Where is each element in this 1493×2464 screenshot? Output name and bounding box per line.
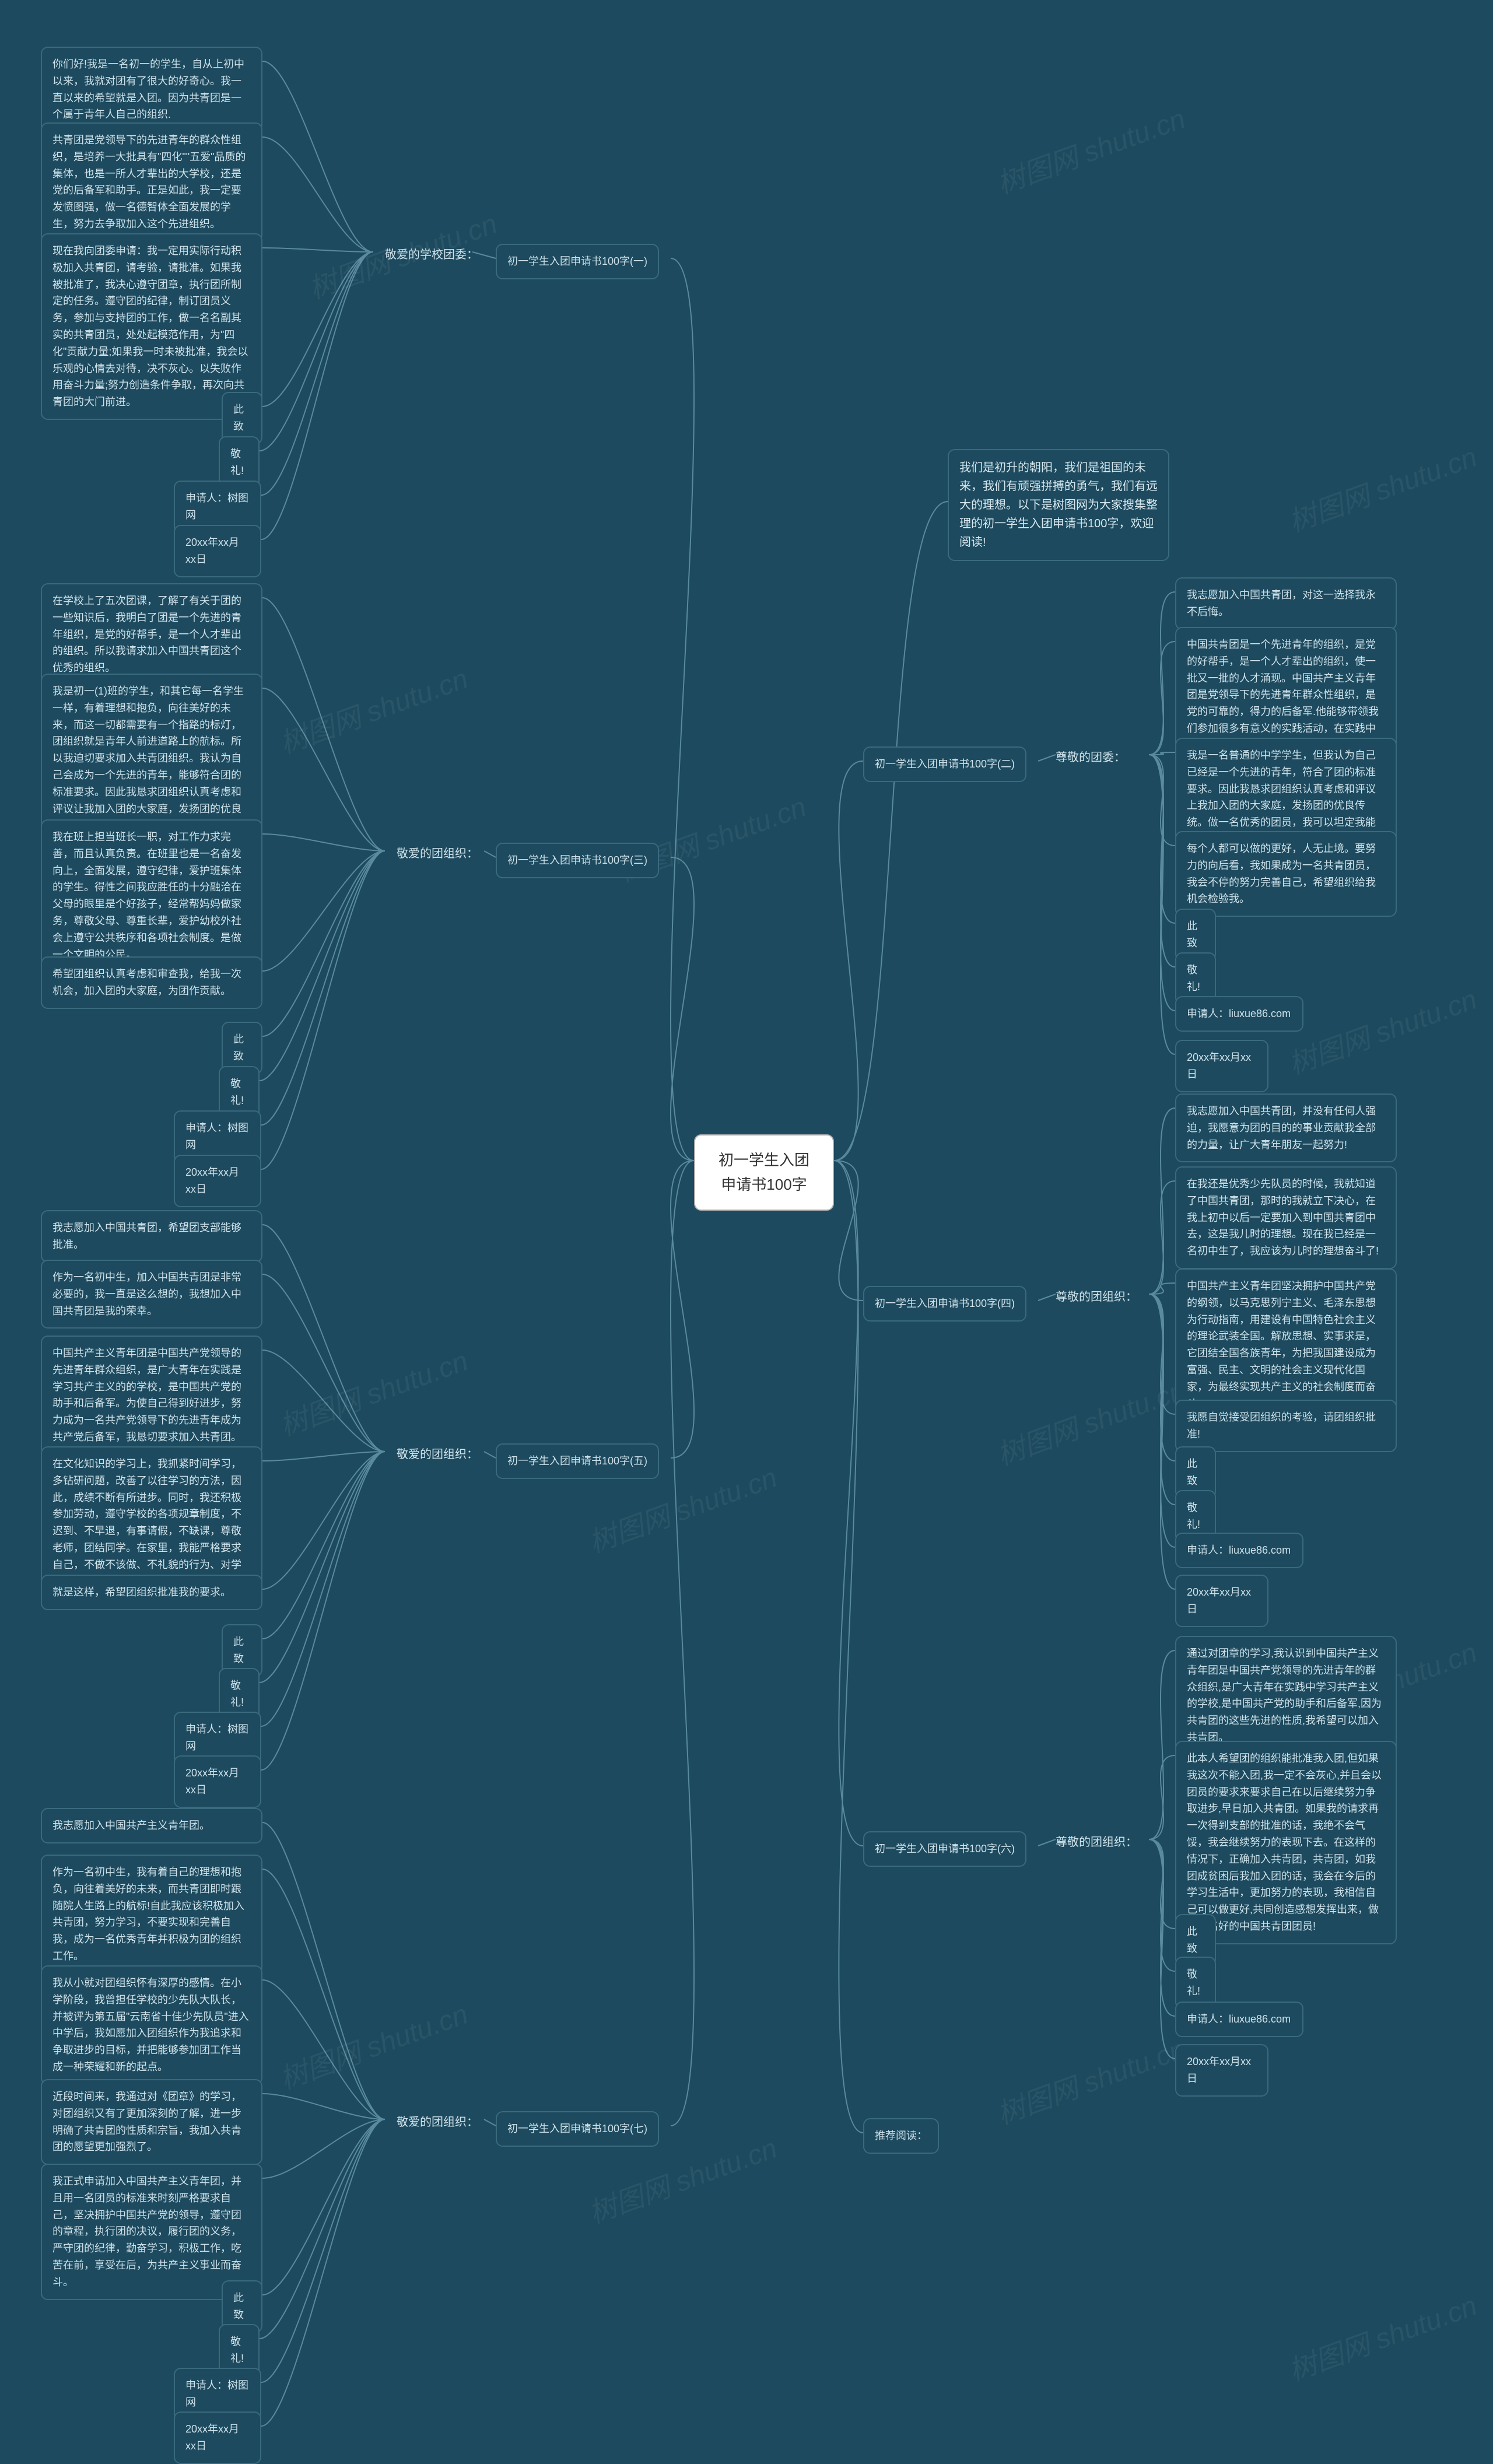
watermark: 树图网 shutu.cn: [273, 1338, 472, 1444]
leaf-b7-8: 20xx年xx月xx日: [174, 2412, 261, 2464]
branch-label-b5: 敬爱的团组织：: [397, 1445, 478, 1461]
leaf-b5-8: 20xx年xx月xx日: [174, 1755, 261, 1808]
leaf-b5-2: 中国共产主义青年团是中国共产党领导的先进青年群众组织，是广大青年在实践是学习共产…: [41, 1336, 262, 1455]
branch-title-b3: 初一学生入团申请书100字(三): [496, 843, 659, 878]
branch-label-b3: 敬爱的团组织：: [397, 844, 478, 861]
leaf-b4-6: 申请人：liuxue86.com: [1175, 1533, 1303, 1568]
leaf-b1-6: 20xx年xx月xx日: [174, 525, 261, 577]
leaf-b5-4: 就是这样，希望团组织批准我的要求。: [41, 1575, 262, 1610]
leaf-b5-1: 作为一名初中生，加入中国共青团是非常必要的，我一直是这么想的，我想加入中国共青团…: [41, 1260, 262, 1329]
branch-label-b6: 尊敬的团组织：: [1056, 1832, 1137, 1849]
branch-title-b7: 初一学生入团申请书100字(七): [496, 2111, 659, 2147]
branch-title-b6: 初一学生入团申请书100字(六): [863, 1831, 1026, 1867]
leaf-b5-0: 我志愿加入中国共青团，希望团支部能够批准。: [41, 1210, 262, 1263]
leaf-b7-4: 我正式申请加入中国共产主义青年团，并且用一名团员的标准来时刻严格要求自己，坚决拥…: [41, 2164, 262, 2300]
leaf-b4-1: 在我还是优秀少先队员的时候，我就知道了中国共青团，那时的我就立下决心，在我上初中…: [1175, 1166, 1397, 1269]
leaf-b7-2: 我从小就对团组织怀有深厚的感情。在小学阶段，我曾担任学校的少先队大队长，并被评为…: [41, 1965, 262, 2085]
branch-label-b7: 敬爱的团组织：: [397, 2112, 478, 2129]
leaf-b4-2: 中国共产主义青年团坚决拥护中国共产党的纲领，以马克思列宁主义、毛泽东思想为行动指…: [1175, 1268, 1397, 1421]
leaf-b3-2: 我在班上担当班长一职，对工作力求完善，而且认真负责。在班里也是一名奋发向上，全面…: [41, 819, 262, 972]
leaf-b7-0: 我志愿加入中国共产主义青年团。: [41, 1808, 262, 1843]
leaf-b2-6: 申请人：liuxue86.com: [1175, 996, 1303, 1032]
leaf-b6-0: 通过对团章的学习,我认识到中国共产主义青年团是中国共产党领导的先进青年的群众组织…: [1175, 1636, 1397, 1755]
leaf-b2-7: 20xx年xx月xx日: [1175, 1040, 1268, 1092]
leaf-b7-3: 近段时间来，我通过对《团章》的学习，对团组织又有了更加深刻的了解，进一步明确了共…: [41, 2079, 262, 2165]
intro-node: 我们是初升的朝阳，我们是祖国的未来，我们有顽强拼搏的勇气，我们有远大的理想。以下…: [948, 449, 1169, 561]
leaf-b4-3: 我愿自觉接受团组织的考验，请团组织批准!: [1175, 1400, 1397, 1452]
branch-label-b1: 敬爱的学校团委：: [385, 245, 478, 262]
leaf-b3-0: 在学校上了五次团课，了解了有关于团的一些知识后，我明白了团是一个先进的青年组织，…: [41, 583, 262, 686]
leaf-b3-7: 20xx年xx月xx日: [174, 1155, 261, 1207]
leaf-b2-3: 每个人都可以做的更好，人无止境。要努力的向后看，我如果成为一名共青团员，我会不停…: [1175, 831, 1397, 917]
watermark: 树图网 shutu.cn: [1282, 2283, 1481, 2389]
leaf-b3-3: 希望团组织认真考虑和审查我，给我一次机会，加入团的大家庭，为团作贡献。: [41, 956, 262, 1009]
branch-title-b4: 初一学生入团申请书100字(四): [863, 1286, 1026, 1322]
branch-label-b4: 尊敬的团组织：: [1056, 1287, 1137, 1304]
branch-label-b2: 尊敬的团委：: [1056, 748, 1126, 765]
watermark: 树图网 shutu.cn: [990, 96, 1190, 202]
watermark: 树图网 shutu.cn: [1282, 434, 1481, 540]
branch-title-b8: 推荐阅读：: [863, 2118, 939, 2154]
branch-title-b5: 初一学生入团申请书100字(五): [496, 1443, 659, 1479]
leaf-b1-1: 共青团是党领导下的先进青年的群众性组织，是培养一大批具有"四化""五爱"品质的集…: [41, 122, 262, 242]
branch-title-b1: 初一学生入团申请书100字(一): [496, 244, 659, 279]
leaf-b6-5: 20xx年xx月xx日: [1175, 2044, 1268, 2097]
leaf-b4-7: 20xx年xx月xx日: [1175, 1575, 1268, 1627]
watermark: 树图网 shutu.cn: [273, 656, 472, 762]
watermark: 树图网 shutu.cn: [990, 2026, 1190, 2132]
leaf-b2-0: 我志愿加入中国共青团，对这一选择我永不后悔。: [1175, 577, 1397, 630]
watermark: 树图网 shutu.cn: [1282, 976, 1481, 1082]
watermark: 树图网 shutu.cn: [273, 1991, 472, 2097]
leaf-b4-0: 我志愿加入中国共青团，并没有任何人强迫，我愿意为团的目的的事业贡献我全部的力量，…: [1175, 1093, 1397, 1162]
branch-title-b2: 初一学生入团申请书100字(二): [863, 746, 1026, 782]
leaf-b3-1: 我是初一(1)班的学生，和其它每一名学生一样，有着理想和抱负，向往美好的未来，而…: [41, 674, 262, 843]
center-node: 初一学生入团申请书100字: [694, 1134, 834, 1211]
leaf-b6-4: 申请人：liuxue86.com: [1175, 2002, 1303, 2037]
watermark: 树图网 shutu.cn: [990, 1367, 1190, 1473]
leaf-b7-1: 作为一名初中生，我有着自己的理想和抱负，向往着美好的未来，而共青团即时跟随院人生…: [41, 1855, 262, 1974]
leaf-b1-0: 你们好!我是一名初一的学生，自从上初中以来，我就对团有了很大的好奇心。我一直以来…: [41, 47, 262, 132]
